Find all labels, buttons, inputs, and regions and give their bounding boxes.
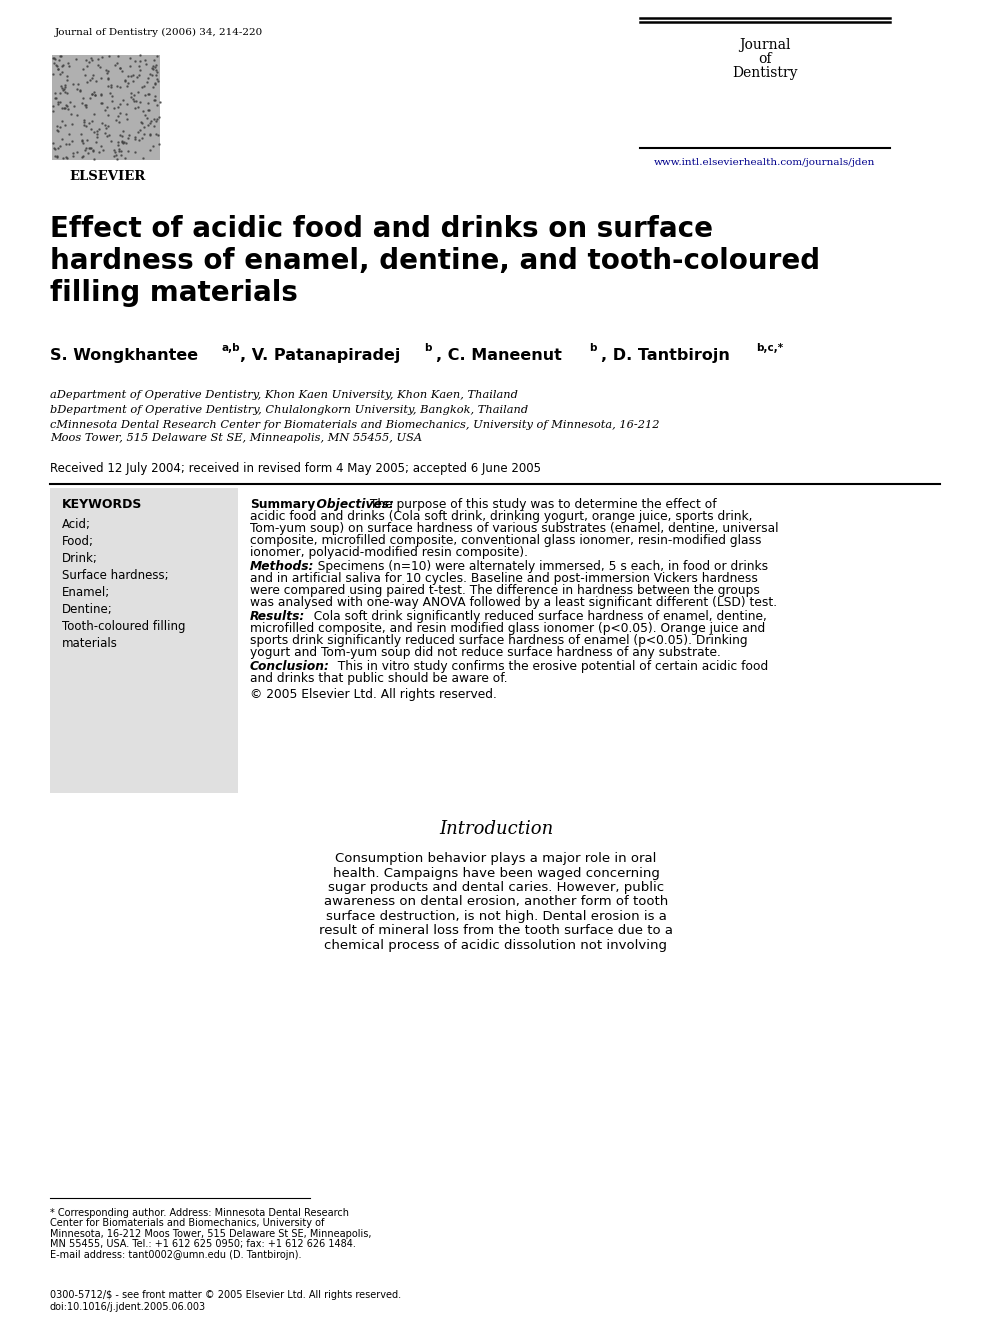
Text: Methods:: Methods: <box>250 560 314 573</box>
Text: microfilled composite, and resin modified glass ionomer (p<0.05). Orange juice a: microfilled composite, and resin modifie… <box>250 622 765 635</box>
Text: Dentine;: Dentine; <box>62 603 113 617</box>
Text: b: b <box>589 343 596 353</box>
Text: Introduction: Introduction <box>438 820 554 837</box>
Text: www.intl.elsevierhealth.com/journals/jden: www.intl.elsevierhealth.com/journals/jde… <box>655 157 876 167</box>
Text: Objectives:: Objectives: <box>308 497 394 511</box>
Text: a,b: a,b <box>222 343 241 353</box>
Text: bDepartment of Operative Dentistry, Chulalongkorn University, Bangkok, Thailand: bDepartment of Operative Dentistry, Chul… <box>50 405 528 415</box>
Text: Journal of Dentistry (2006) 34, 214-220: Journal of Dentistry (2006) 34, 214-220 <box>55 28 263 37</box>
Text: © 2005 Elsevier Ltd. All rights reserved.: © 2005 Elsevier Ltd. All rights reserved… <box>250 688 497 701</box>
Text: Minnesota, 16-212 Moos Tower, 515 Delaware St SE, Minneapolis,: Minnesota, 16-212 Moos Tower, 515 Delawa… <box>50 1229 371 1240</box>
Text: ELSEVIER: ELSEVIER <box>68 169 145 183</box>
Text: Enamel;: Enamel; <box>62 586 110 599</box>
Text: Moos Tower, 515 Delaware St SE, Minneapolis, MN 55455, USA: Moos Tower, 515 Delaware St SE, Minneapo… <box>50 433 423 443</box>
Text: Conclusion:: Conclusion: <box>250 660 330 673</box>
Text: chemical process of acidic dissolution not involving: chemical process of acidic dissolution n… <box>324 939 668 953</box>
Text: composite, microfilled composite, conventional glass ionomer, resin-modified gla: composite, microfilled composite, conven… <box>250 534 762 546</box>
Text: Effect of acidic food and drinks on surface: Effect of acidic food and drinks on surf… <box>50 216 713 243</box>
Text: were compared using paired t-test. The difference in hardness between the groups: were compared using paired t-test. The d… <box>250 583 760 597</box>
Bar <box>50 488 238 792</box>
Text: doi:10.1016/j.jdent.2005.06.003: doi:10.1016/j.jdent.2005.06.003 <box>50 1302 206 1312</box>
Text: Cola soft drink significantly reduced surface hardness of enamel, dentine,: Cola soft drink significantly reduced su… <box>306 610 767 623</box>
Text: and drinks that public should be aware of.: and drinks that public should be aware o… <box>250 672 508 685</box>
Text: , D. Tantbirojn: , D. Tantbirojn <box>601 348 730 363</box>
Text: , C. Maneenut: , C. Maneenut <box>436 348 561 363</box>
Text: The purpose of this study was to determine the effect of: The purpose of this study was to determi… <box>366 497 716 511</box>
Text: Center for Biomaterials and Biomechanics, University of: Center for Biomaterials and Biomechanics… <box>50 1218 324 1229</box>
Text: filling materials: filling materials <box>50 279 298 307</box>
Text: aDepartment of Operative Dentistry, Khon Kaen University, Khon Kaen, Thailand: aDepartment of Operative Dentistry, Khon… <box>50 390 518 400</box>
Text: awareness on dental erosion, another form of tooth: awareness on dental erosion, another for… <box>323 896 669 909</box>
Text: Journal: Journal <box>739 38 791 52</box>
Text: Specimens (n=10) were alternately immersed, 5 s each, in food or drinks: Specimens (n=10) were alternately immers… <box>310 560 768 573</box>
Text: acidic food and drinks (Cola soft drink, drinking yogurt, orange juice, sports d: acidic food and drinks (Cola soft drink,… <box>250 509 753 523</box>
Text: MN 55455, USA. Tel.: +1 612 625 0950; fax: +1 612 626 1484.: MN 55455, USA. Tel.: +1 612 625 0950; fa… <box>50 1240 356 1249</box>
Text: 0300-5712/$ - see front matter © 2005 Elsevier Ltd. All rights reserved.: 0300-5712/$ - see front matter © 2005 El… <box>50 1290 401 1301</box>
Text: b,c,*: b,c,* <box>756 343 783 353</box>
Text: surface destruction, is not high. Dental erosion is a: surface destruction, is not high. Dental… <box>325 910 667 923</box>
Text: Tom-yum soup) on surface hardness of various substrates (enamel, dentine, univer: Tom-yum soup) on surface hardness of var… <box>250 523 779 534</box>
Text: yogurt and Tom-yum soup did not reduce surface hardness of any substrate.: yogurt and Tom-yum soup did not reduce s… <box>250 646 721 659</box>
Text: hardness of enamel, dentine, and tooth-coloured: hardness of enamel, dentine, and tooth-c… <box>50 247 820 275</box>
Text: result of mineral loss from the tooth surface due to a: result of mineral loss from the tooth su… <box>319 925 673 938</box>
Text: Dentistry: Dentistry <box>732 66 798 79</box>
Text: Acid;: Acid; <box>62 519 91 531</box>
Text: KEYWORDS: KEYWORDS <box>62 497 143 511</box>
Text: sugar products and dental caries. However, public: sugar products and dental caries. Howeve… <box>328 881 664 894</box>
Bar <box>52 56 160 160</box>
Text: materials: materials <box>62 636 118 650</box>
Text: of: of <box>758 52 772 66</box>
Text: Drink;: Drink; <box>62 552 98 565</box>
Text: , V. Patanapiradej: , V. Patanapiradej <box>240 348 401 363</box>
Text: Results:: Results: <box>250 610 306 623</box>
Text: sports drink significantly reduced surface hardness of enamel (p<0.05). Drinking: sports drink significantly reduced surfa… <box>250 634 748 647</box>
Text: Received 12 July 2004; received in revised form 4 May 2005; accepted 6 June 2005: Received 12 July 2004; received in revis… <box>50 462 541 475</box>
Text: health. Campaigns have been waged concerning: health. Campaigns have been waged concer… <box>332 867 660 880</box>
Text: and in artificial saliva for 10 cycles. Baseline and post-immersion Vickers hard: and in artificial saliva for 10 cycles. … <box>250 572 758 585</box>
Text: Tooth-coloured filling: Tooth-coloured filling <box>62 620 186 632</box>
Text: b: b <box>424 343 432 353</box>
Text: E-mail address: tant0002@umn.edu (D. Tantbirojn).: E-mail address: tant0002@umn.edu (D. Tan… <box>50 1250 302 1259</box>
Text: Food;: Food; <box>62 534 94 548</box>
Text: Consumption behavior plays a major role in oral: Consumption behavior plays a major role … <box>335 852 657 865</box>
Text: Surface hardness;: Surface hardness; <box>62 569 169 582</box>
Text: This in vitro study confirms the erosive potential of certain acidic food: This in vitro study confirms the erosive… <box>330 660 768 673</box>
Text: S. Wongkhantee: S. Wongkhantee <box>50 348 198 363</box>
Text: * Corresponding author. Address: Minnesota Dental Research: * Corresponding author. Address: Minneso… <box>50 1208 349 1218</box>
Text: Summary: Summary <box>250 497 315 511</box>
Text: cMinnesota Dental Research Center for Biomaterials and Biomechanics, University : cMinnesota Dental Research Center for Bi… <box>50 419 660 430</box>
Text: was analysed with one-way ANOVA followed by a least significant different (LSD) : was analysed with one-way ANOVA followed… <box>250 595 777 609</box>
Text: ionomer, polyacid-modified resin composite).: ionomer, polyacid-modified resin composi… <box>250 546 528 560</box>
